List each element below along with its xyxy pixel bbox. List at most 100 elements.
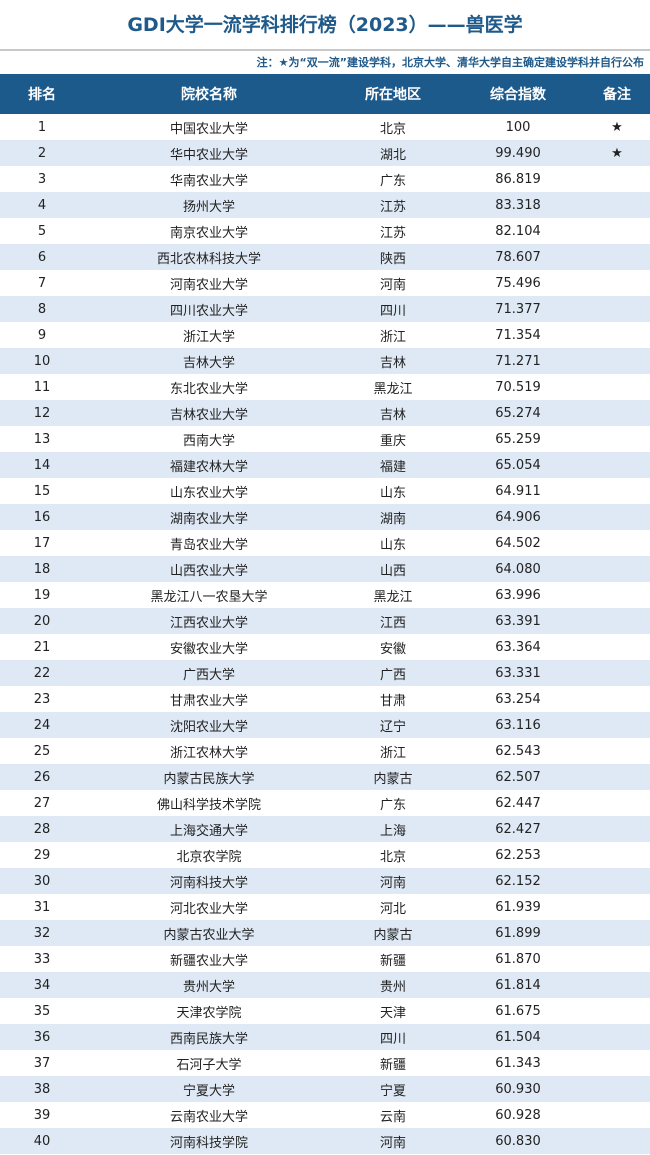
- cell-school: 天津农学院: [176, 1005, 242, 1021]
- cell-score: 83.318: [495, 197, 541, 213]
- cell-rank: 17: [33, 535, 51, 551]
- table-row: 23 甘肃农业大学 甘肃 63.254: [0, 686, 650, 712]
- cell-score: 62.427: [495, 821, 541, 837]
- table-row: 2 华中农业大学 湖北 99.490 ★: [0, 140, 650, 166]
- cell-rank: 9: [37, 327, 47, 343]
- cell-school: 江西农业大学: [169, 615, 248, 631]
- cell-score: 100: [505, 119, 531, 135]
- cell-school: 内蒙古民族大学: [163, 771, 255, 787]
- cell-school: 甘肃农业大学: [169, 693, 248, 709]
- cell-score: 86.819: [495, 171, 541, 187]
- cell-region: 湖北: [379, 147, 406, 163]
- cell-score: 60.930: [495, 1081, 541, 1097]
- cell-score: 60.830: [495, 1133, 541, 1149]
- cell-region: 河南: [379, 875, 406, 891]
- header-remark: 备注: [603, 87, 631, 103]
- cell-remark: ★: [611, 119, 623, 135]
- cell-score: 62.447: [495, 795, 541, 811]
- cell-rank: 22: [33, 665, 51, 681]
- cell-rank: 18: [33, 561, 51, 577]
- cell-region: 吉林: [379, 355, 406, 371]
- cell-rank: 39: [33, 1107, 51, 1123]
- table-row: 29 北京农学院 北京 62.253: [0, 842, 650, 868]
- cell-rank: 26: [33, 769, 51, 785]
- cell-score: 62.152: [495, 873, 541, 889]
- table-row: 10 吉林大学 吉林 71.271: [0, 348, 650, 374]
- cell-rank: 2: [37, 145, 47, 161]
- cell-region: 新疆: [379, 953, 406, 969]
- table-row: 15 山东农业大学 山东 64.911: [0, 478, 650, 504]
- cell-score: 63.116: [495, 717, 541, 733]
- cell-rank: 25: [33, 743, 51, 759]
- cell-school: 河北农业大学: [169, 901, 248, 917]
- cell-score: 64.502: [495, 535, 541, 551]
- cell-region: 黑龙江: [373, 381, 413, 397]
- table-row: 34 贵州大学 贵州 61.814: [0, 972, 650, 998]
- cell-school: 沈阳农业大学: [169, 719, 248, 735]
- cell-rank: 11: [33, 379, 51, 395]
- cell-region: 河南: [379, 1135, 406, 1151]
- table-row: 17 青岛农业大学 山东 64.502: [0, 530, 650, 556]
- footnote: 注：★为“双一流”建设学科，北京大学、清华大学自主确定建设学科并自行公布: [256, 56, 644, 69]
- cell-school: 河南农业大学: [169, 277, 248, 293]
- cell-region: 山东: [379, 537, 406, 553]
- cell-rank: 13: [33, 431, 51, 447]
- table-row: 37 石河子大学 新疆 61.343: [0, 1050, 650, 1076]
- cell-rank: 16: [33, 509, 51, 525]
- cell-rank: 8: [37, 301, 47, 317]
- cell-score: 78.607: [495, 249, 541, 265]
- table-row: 11 东北农业大学 黑龙江 70.519: [0, 374, 650, 400]
- cell-score: 65.274: [495, 405, 541, 421]
- cell-rank: 14: [33, 457, 51, 473]
- cell-rank: 10: [33, 353, 51, 369]
- table-row: 13 西南大学 重庆 65.259: [0, 426, 650, 452]
- cell-school: 贵州大学: [182, 979, 235, 995]
- table-row: 12 吉林农业大学 吉林 65.274: [0, 400, 650, 426]
- cell-region: 甘肃: [379, 693, 406, 709]
- table-row: 30 河南科技大学 河南 62.152: [0, 868, 650, 894]
- table-row: 22 广西大学 广西 63.331: [0, 660, 650, 686]
- cell-region: 北京: [379, 849, 406, 865]
- cell-school: 广西大学: [182, 667, 235, 683]
- cell-region: 内蒙古: [373, 771, 413, 787]
- table-row: 5 南京农业大学 江苏 82.104: [0, 218, 650, 244]
- cell-school: 黑龙江八一农垦大学: [150, 589, 268, 605]
- cell-school: 山东农业大学: [169, 485, 248, 501]
- cell-school: 福建农林大学: [169, 459, 248, 475]
- cell-region: 河北: [379, 901, 406, 917]
- cell-school: 河南科技大学: [169, 875, 248, 891]
- cell-score: 61.675: [495, 1003, 541, 1019]
- cell-school: 四川农业大学: [169, 303, 248, 319]
- cell-school: 云南农业大学: [169, 1109, 248, 1125]
- header-school: 院校名称: [181, 87, 237, 103]
- cell-school: 宁夏大学: [182, 1083, 235, 1099]
- cell-region: 河南: [379, 277, 406, 293]
- cell-school: 东北农业大学: [169, 381, 248, 397]
- cell-score: 63.254: [495, 691, 541, 707]
- page-title: GDI大学一流学科排行榜（2023）——兽医学: [127, 14, 523, 36]
- cell-rank: 19: [33, 587, 51, 603]
- cell-school: 西南大学: [182, 433, 235, 449]
- table-row: 38 宁夏大学 宁夏 60.930: [0, 1076, 650, 1102]
- cell-school: 中国农业大学: [169, 121, 248, 137]
- cell-region: 广西: [379, 667, 406, 683]
- ranking-table: 排名 院校名称 所在地区 综合指数 备注 1 中国农业大学 北京 100 ★ 2 华中农业大…: [0, 74, 650, 1154]
- cell-rank: 24: [33, 717, 51, 733]
- table-row: 9 浙江大学 浙江 71.354: [0, 322, 650, 348]
- cell-region: 新疆: [379, 1057, 406, 1073]
- cell-rank: 3: [37, 171, 47, 187]
- table-row: 28 上海交通大学 上海 62.427: [0, 816, 650, 842]
- cell-region: 黑龙江: [373, 589, 413, 605]
- cell-score: 63.331: [495, 665, 541, 681]
- table-row: 39 云南农业大学 云南 60.928: [0, 1102, 650, 1128]
- cell-score: 71.377: [495, 301, 541, 317]
- cell-score: 61.870: [495, 951, 541, 967]
- table-row: 14 福建农林大学 福建 65.054: [0, 452, 650, 478]
- cell-score: 65.054: [495, 457, 541, 473]
- cell-rank: 31: [33, 899, 51, 915]
- cell-school: 南京农业大学: [169, 225, 248, 241]
- cell-school: 新疆农业大学: [169, 953, 248, 969]
- cell-region: 安徽: [379, 641, 406, 657]
- table-row: 21 安徽农业大学 安徽 63.364: [0, 634, 650, 660]
- cell-score: 60.928: [495, 1107, 541, 1123]
